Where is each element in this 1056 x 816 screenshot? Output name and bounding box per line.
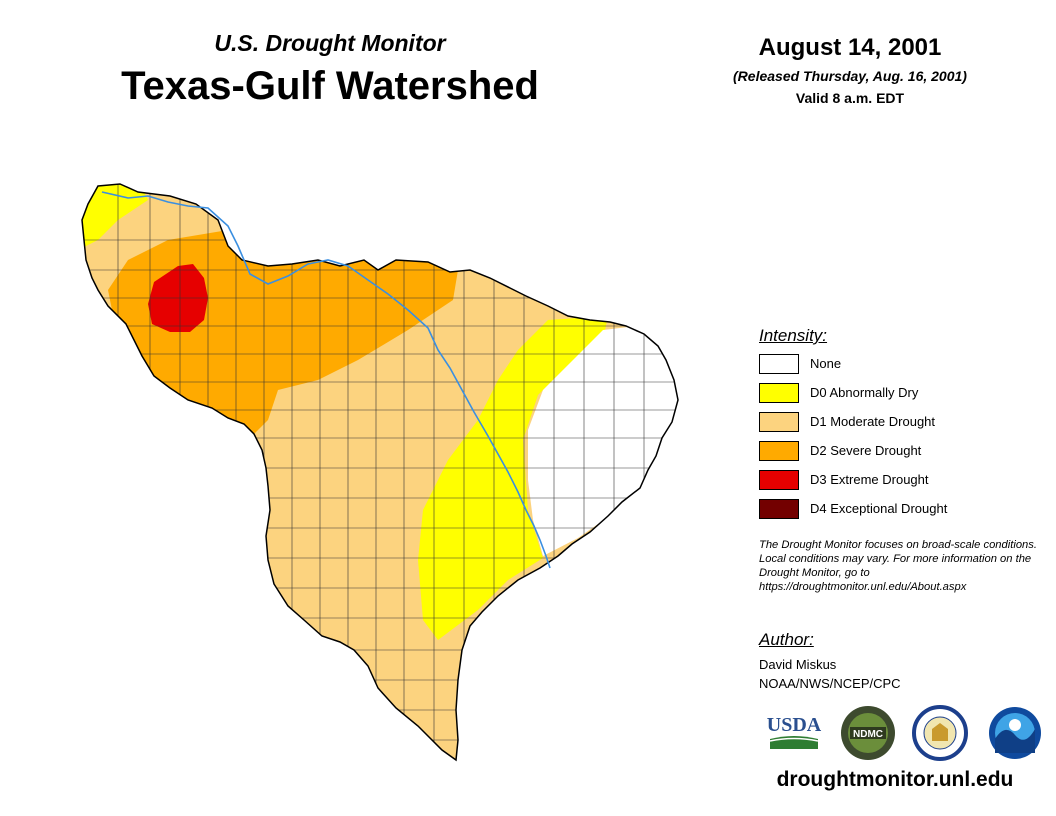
river-line: [101, 191, 551, 569]
legend-label: D0 Abnormally Dry: [810, 385, 919, 400]
commerce-seal: [912, 705, 968, 761]
legend-swatch: [759, 383, 799, 403]
legend-label: D3 Extreme Drought: [810, 472, 929, 487]
legend-swatch: [759, 412, 799, 432]
legend-label: D1 Moderate Drought: [810, 414, 936, 429]
legend-swatch: [759, 354, 799, 374]
legend-title: Intensity:: [759, 326, 828, 345]
usda-logo: USDA: [767, 714, 822, 749]
map-subtitle: U.S. Drought Monitor: [214, 30, 446, 56]
ndmc-logo: NDMC: [841, 706, 895, 760]
ndmc-logo-text: NDMC: [853, 729, 883, 740]
legend-label: D4 Exceptional Drought: [810, 501, 948, 516]
legend-swatch: [759, 499, 799, 519]
legend-swatch: [759, 470, 799, 490]
map-title: Texas-Gulf Watershed: [121, 64, 539, 108]
map-date: August 14, 2001: [758, 34, 942, 61]
author-org: NOAA/NWS/NCEP/CPC: [759, 676, 901, 691]
valid-time: Valid 8 a.m. EDT: [795, 90, 905, 106]
legend-swatch: [759, 441, 799, 461]
d0-abnormally-dry-region: [418, 316, 608, 640]
disclaimer-text: The Drought Monitor focuses on broad-sca…: [759, 539, 1037, 593]
drought-map: [81, 183, 679, 762]
author-name: David Miskus: [759, 657, 837, 672]
release-date: (Released Thursday, Aug. 16, 2001): [733, 68, 967, 84]
svg-text:USDA: USDA: [767, 714, 822, 736]
author-heading: Author:: [759, 630, 814, 649]
legend-label: None: [810, 356, 842, 371]
watershed-outline: [81, 183, 679, 762]
footer-url[interactable]: droughtmonitor.unl.edu: [776, 768, 1014, 791]
noaa-logo: [989, 707, 1041, 759]
legend-label: D2 Severe Drought: [810, 443, 922, 458]
